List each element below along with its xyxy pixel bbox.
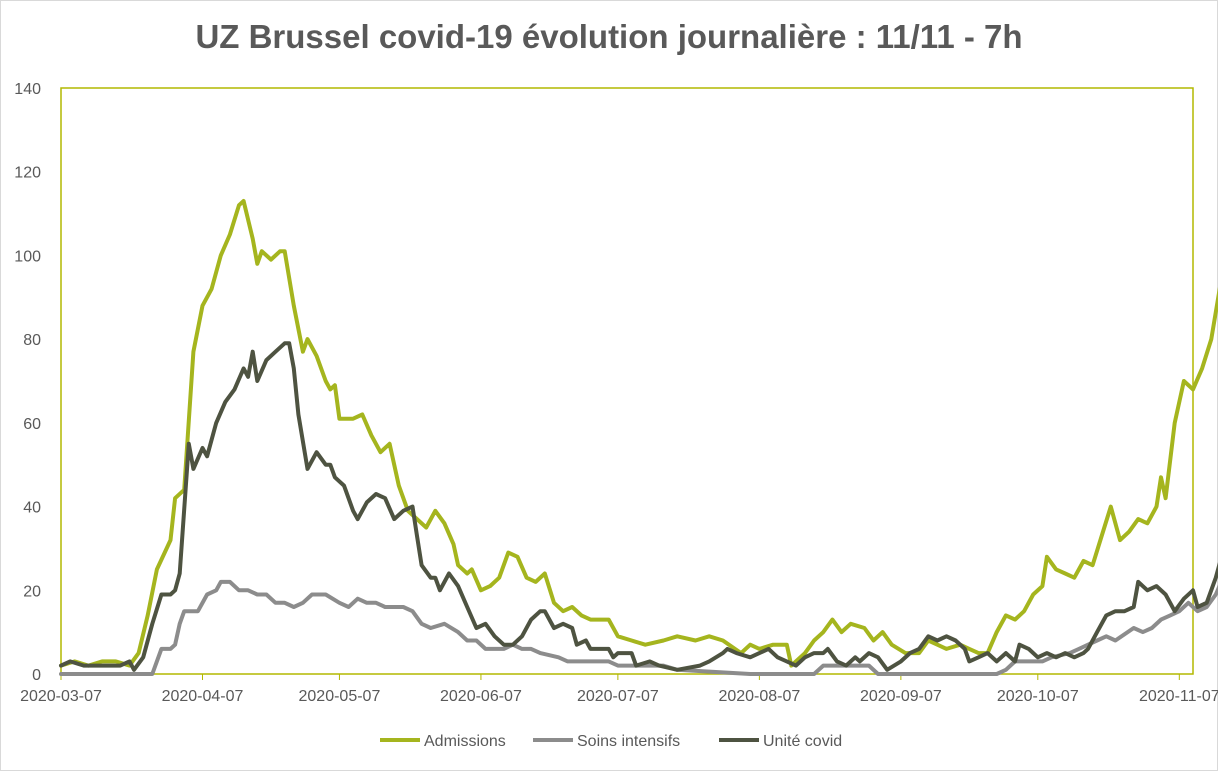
- x-axis-ticks: 2020-03-07 2020-04-07 2020-05-07 2020-06-07…: [20, 674, 1218, 705]
- x-tick-label: 2020-04-07: [162, 688, 244, 705]
- y-tick-label: 20: [23, 583, 41, 600]
- y-tick-label: 120: [14, 165, 41, 182]
- legend-label: Admissions: [424, 733, 506, 750]
- y-tick-label: 80: [23, 332, 41, 349]
- y-tick-label: 40: [23, 500, 41, 517]
- legend-label: Unité covid: [763, 733, 842, 750]
- series-line-admissions: [59, 199, 1218, 668]
- legend: Admissions Soins intensifs Unité covid: [380, 733, 842, 750]
- chart-title: UZ Brussel covid-19 évolution journalièr…: [195, 18, 1023, 55]
- series-lines: [59, 199, 1218, 676]
- plot-area-border: [60, 87, 1194, 675]
- y-tick-label: 0: [32, 667, 41, 684]
- x-tick-label: 2020-08-07: [718, 688, 800, 705]
- x-tick-label: 2020-11-07: [1139, 688, 1218, 705]
- x-tick-label: 2020-03-07: [20, 688, 102, 705]
- y-tick-label: 100: [14, 248, 41, 265]
- x-tick-label: 2020-06-07: [440, 688, 522, 705]
- x-tick-label: 2020-07-07: [577, 688, 659, 705]
- y-axis-ticks: 0 20 40 60 80 100 120 140: [14, 81, 41, 684]
- x-tick-label: 2020-09-07: [860, 688, 942, 705]
- series-line-soins-intensifs: [59, 579, 1218, 676]
- y-tick-label: 140: [14, 81, 41, 98]
- series-line-unit-covid: [59, 341, 1218, 672]
- legend-label: Soins intensifs: [577, 733, 680, 750]
- y-tick-label: 60: [23, 416, 41, 433]
- x-tick-label: 2020-10-07: [997, 688, 1079, 705]
- x-tick-label: 2020-05-07: [299, 688, 381, 705]
